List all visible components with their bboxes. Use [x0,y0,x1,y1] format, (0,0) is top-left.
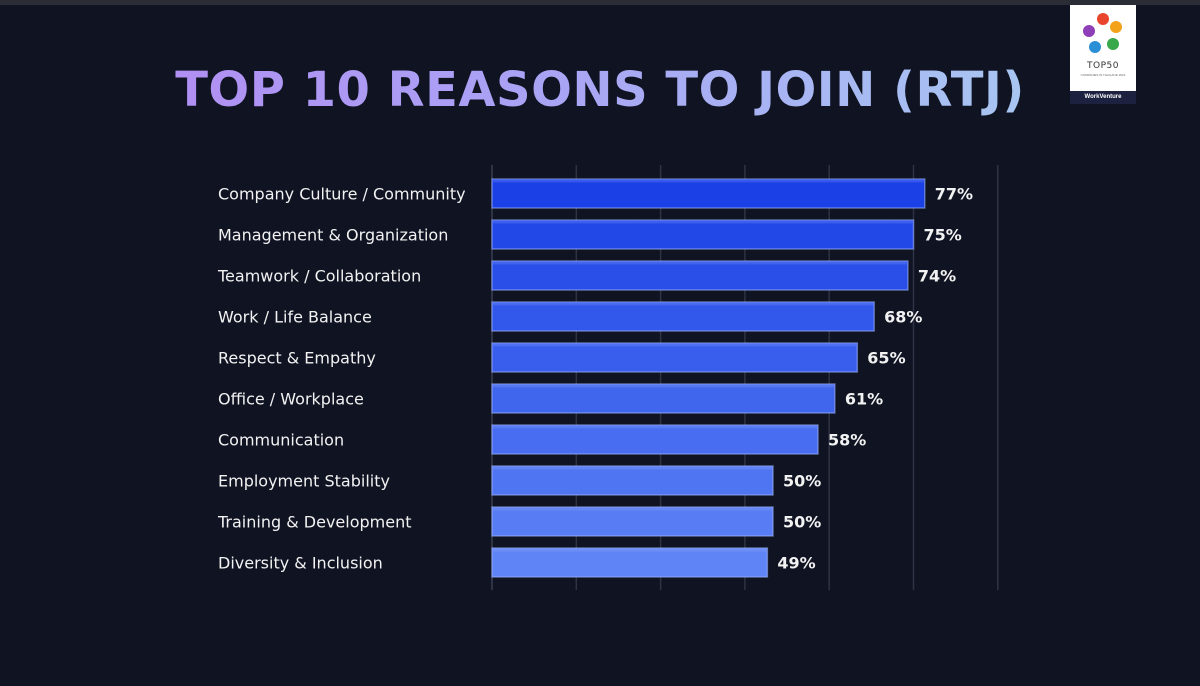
bar-highlight [493,344,857,347]
bar-highlight [493,262,907,265]
value-label: 58% [828,431,866,450]
badge-title: TOP50 [1087,61,1119,71]
category-label: Employment Stability [218,472,390,491]
bar [491,424,819,455]
category-label: Work / Life Balance [218,308,372,327]
category-label: Communication [218,431,344,450]
bar-highlight [493,385,834,388]
bar-highlight [493,180,924,183]
bar [491,219,915,250]
value-label: 61% [845,390,883,409]
value-label: 50% [783,472,821,491]
bar [491,301,875,332]
bar [491,547,769,578]
category-label: Teamwork / Collaboration [217,267,421,286]
bar [491,178,926,209]
top50-badge: TOP50 COMPANIES IN THAILAND 2024 WorkVen… [1070,5,1136,104]
badge-subtitle: COMPANIES IN THAILAND 2024 [1080,73,1126,77]
category-label: Respect & Empathy [218,349,376,368]
workventure-brand: WorkVenture [1070,91,1136,104]
top-bar [0,0,1200,5]
award-logo-icon [1083,13,1122,53]
bar [491,506,774,537]
bar-highlight [493,467,772,470]
category-label: Office / Workplace [218,390,364,409]
bar-highlight [493,508,772,511]
category-label: Training & Development [217,513,412,532]
value-label: 68% [884,308,922,327]
bar [491,465,774,496]
bar [491,260,909,291]
value-label: 65% [867,349,905,368]
bar-highlight [493,303,874,306]
bar-highlight [493,221,913,224]
value-label: 75% [924,226,962,245]
bar [491,342,859,373]
category-label: Diversity & Inclusion [218,554,383,573]
page-title: TOP 10 REASONS TO JOIN (RTJ) [0,62,1200,118]
value-label: 50% [783,513,821,532]
bar [491,383,836,414]
value-label: 74% [918,267,956,286]
category-label: Management & Organization [218,226,448,245]
bar-highlight [493,549,767,552]
value-label: 77% [935,185,973,204]
category-label: Company Culture / Community [218,185,466,204]
value-label: 49% [777,554,815,573]
bar-highlight [493,426,817,429]
